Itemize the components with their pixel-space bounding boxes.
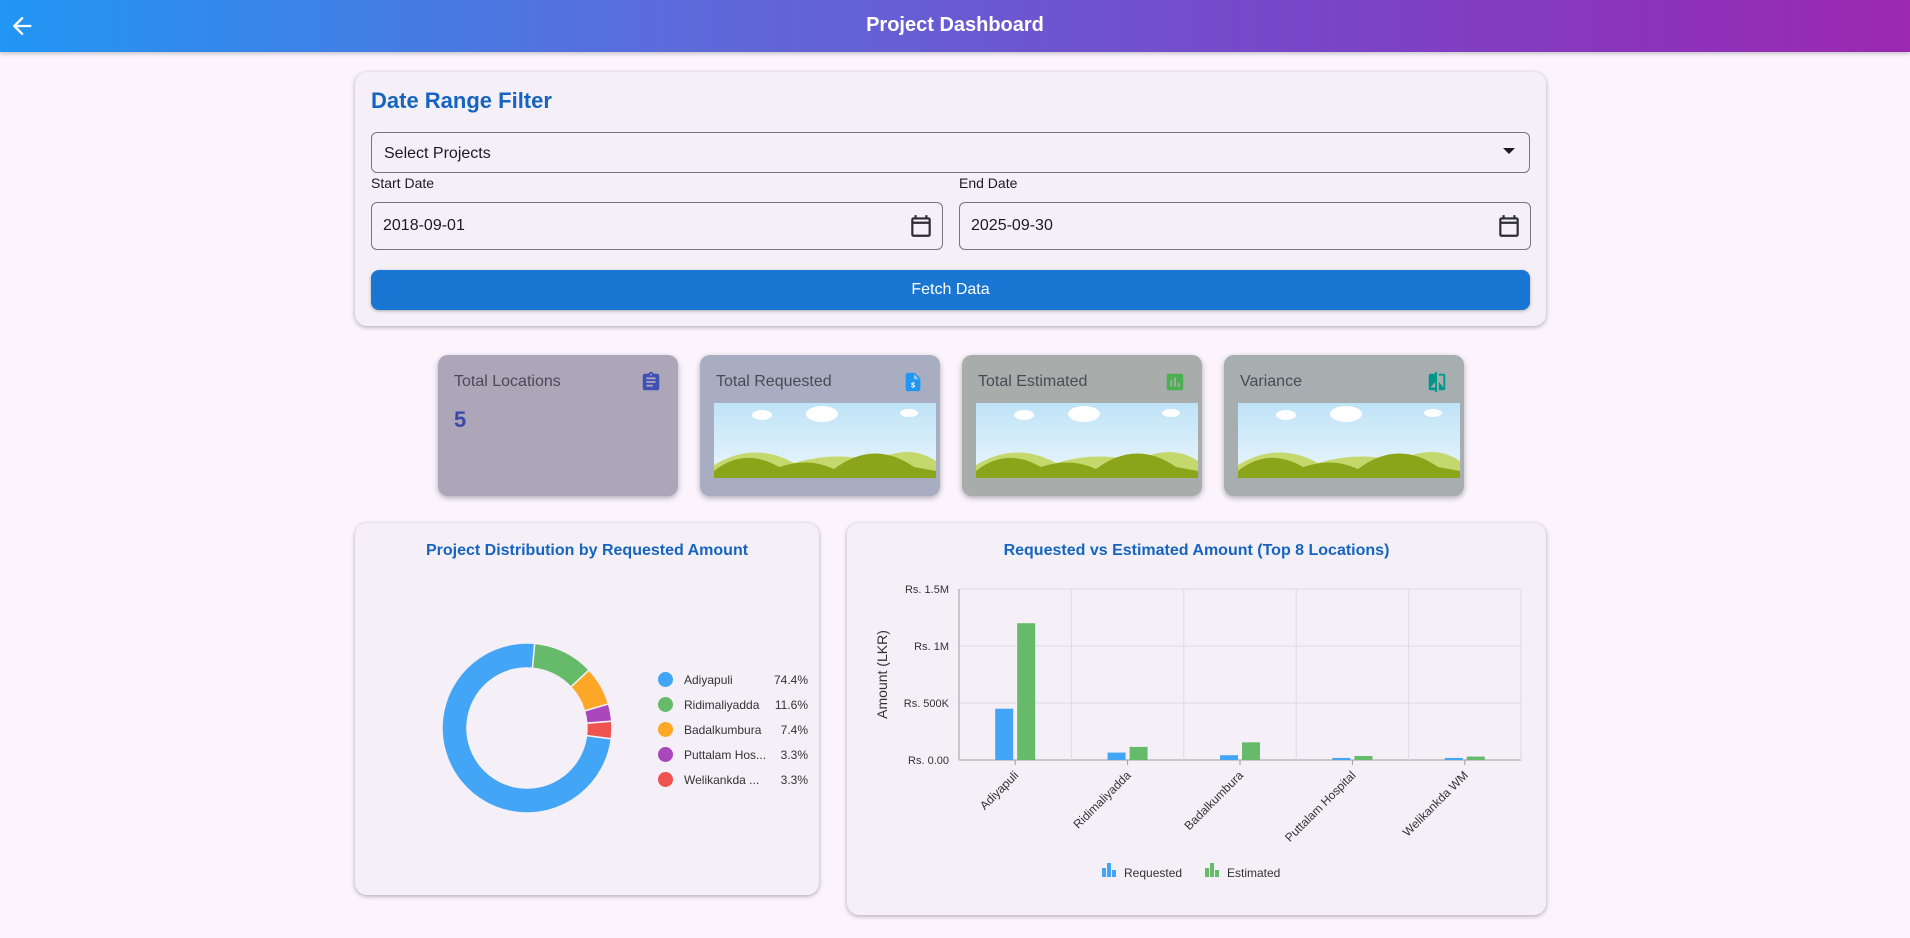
legend-item: Adiyapuli 74.4% [658,670,808,688]
legend-label: Requested [1124,866,1182,880]
start-date-field[interactable]: 2018-09-01 [371,202,943,250]
pie-slice-adiyapuli[interactable] [441,642,613,814]
stat-card-total-locations: Total Locations 5 [438,355,678,496]
bar-estimated-1[interactable] [1129,746,1148,760]
date-range-filter-card: Date Range Filter Select Projects Start … [355,72,1546,326]
bar-requested-2[interactable] [1220,755,1238,760]
stat-title: Total Requested [716,373,832,390]
image-placeholder [976,403,1198,478]
pie-chart-title: Project Distribution by Requested Amount [425,542,749,559]
y-tick-label: Rs. 1M [914,641,949,653]
bar-estimated-4[interactable] [1466,756,1485,760]
x-tick-label: Welikankda WM [1400,768,1471,839]
y-tick-label: Rs. 0.00 [908,755,949,767]
legend-label: Ridimaliyadda [684,698,760,712]
legend-label: Welikankda ... [684,773,760,787]
end-date-value: 2025-09-30 [971,217,1053,234]
legend-item: Ridimaliyadda 11.6% [658,695,808,713]
stat-card-total-requested: Total Requested $ [700,355,940,496]
legend-label: Adiyapuli [684,673,733,687]
app-bar: Project Dashboard [0,0,1910,52]
select-projects-dropdown[interactable]: Select Projects [371,132,1530,173]
compare-icon [1426,371,1448,393]
pie-chart-card: Project Distribution by Requested Amount… [355,523,819,895]
invoice-icon: $ [902,371,924,393]
bar-estimated-2[interactable] [1242,742,1260,760]
stat-value: 5 [454,407,467,432]
bar-requested-3[interactable] [1332,757,1351,760]
legend-swatch [658,697,673,712]
bar-chart-title: Requested vs Estimated Amount (Top 8 Loc… [1003,542,1390,559]
legend-label: Estimated [1227,866,1280,880]
legend-item: Badalkumbura 7.4% [658,720,808,738]
legend-percent: 74.4% [773,673,808,687]
bar-chart: Rs. 0.00 Rs. 500K Rs. 1M Rs. 1.5M Amount (LK… [874,584,1522,880]
legend-icon [1210,863,1214,877]
bar-chart-icon [1164,371,1186,393]
legend-item: Welikankda ... 3.3% [658,770,808,788]
image-placeholder [1238,403,1460,478]
legend-label: Puttalam Hos... [684,748,767,762]
legend-percent: 11.6% [774,698,808,712]
image-placeholder [714,403,936,478]
y-tick-label: Rs. 1.5M [905,584,949,596]
calendar-icon[interactable] [1496,213,1522,239]
x-tick-label: Ridimaliyadda [1071,768,1134,831]
legend-percent: 3.3% [780,773,808,787]
bar-estimated-0[interactable] [1017,623,1036,760]
clipboard-icon [640,371,662,393]
legend-item: Puttalam Hos... 3.3% [658,745,808,763]
legend-icon [1215,870,1219,877]
donut-chart [441,642,613,814]
bar-requested-4[interactable] [1444,757,1463,760]
legend-swatch [658,672,673,687]
back-arrow-icon[interactable] [8,12,36,40]
start-date-label: Start Date [371,175,435,191]
end-date-label: End Date [959,175,1018,191]
legend-swatch [658,747,673,762]
end-date-field[interactable]: 2025-09-30 [959,202,1531,250]
bar-chart-card: Requested vs Estimated Amount (Top 8 Loc… [847,523,1546,915]
stat-card-variance: Variance [1224,355,1464,496]
legend-icon [1102,868,1106,877]
stat-title: Total Locations [454,373,561,390]
legend-swatch [658,772,673,787]
dropdown-caret-icon [1503,148,1515,154]
y-axis-label: Amount (LKR) [874,630,890,719]
x-tick-label: Badalkumbura [1181,768,1246,833]
fetch-data-button[interactable]: Fetch Data [371,270,1530,310]
stat-card-total-estimated: Total Estimated [962,355,1202,496]
start-date-value: 2018-09-01 [383,217,465,234]
bar-requested-1[interactable] [1107,752,1126,760]
legend-label: Badalkumbura [684,723,762,737]
x-tick-label: Adiyapuli [977,768,1021,812]
legend-percent: 3.3% [780,748,808,762]
x-tick-label: Puttalam Hospital [1282,768,1358,844]
bar-requested-0[interactable] [995,708,1014,760]
legend-item: Estimated [1205,863,1280,880]
bar-estimated-3[interactable] [1354,756,1373,760]
filter-title: Date Range Filter [371,88,552,113]
page-title: Project Dashboard [866,14,1044,36]
stat-title: Total Estimated [978,373,1088,390]
legend-swatch [658,722,673,737]
legend-icon [1112,870,1116,877]
legend-icon [1205,868,1209,877]
select-projects-placeholder: Select Projects [384,145,491,162]
legend-percent: 7.4% [780,723,808,737]
legend-item: Requested [1102,863,1182,880]
y-tick-label: Rs. 500K [904,698,950,710]
legend-icon [1107,863,1111,877]
calendar-icon[interactable] [908,213,934,239]
svg-text:$: $ [911,381,915,390]
stat-title: Variance [1240,373,1302,390]
